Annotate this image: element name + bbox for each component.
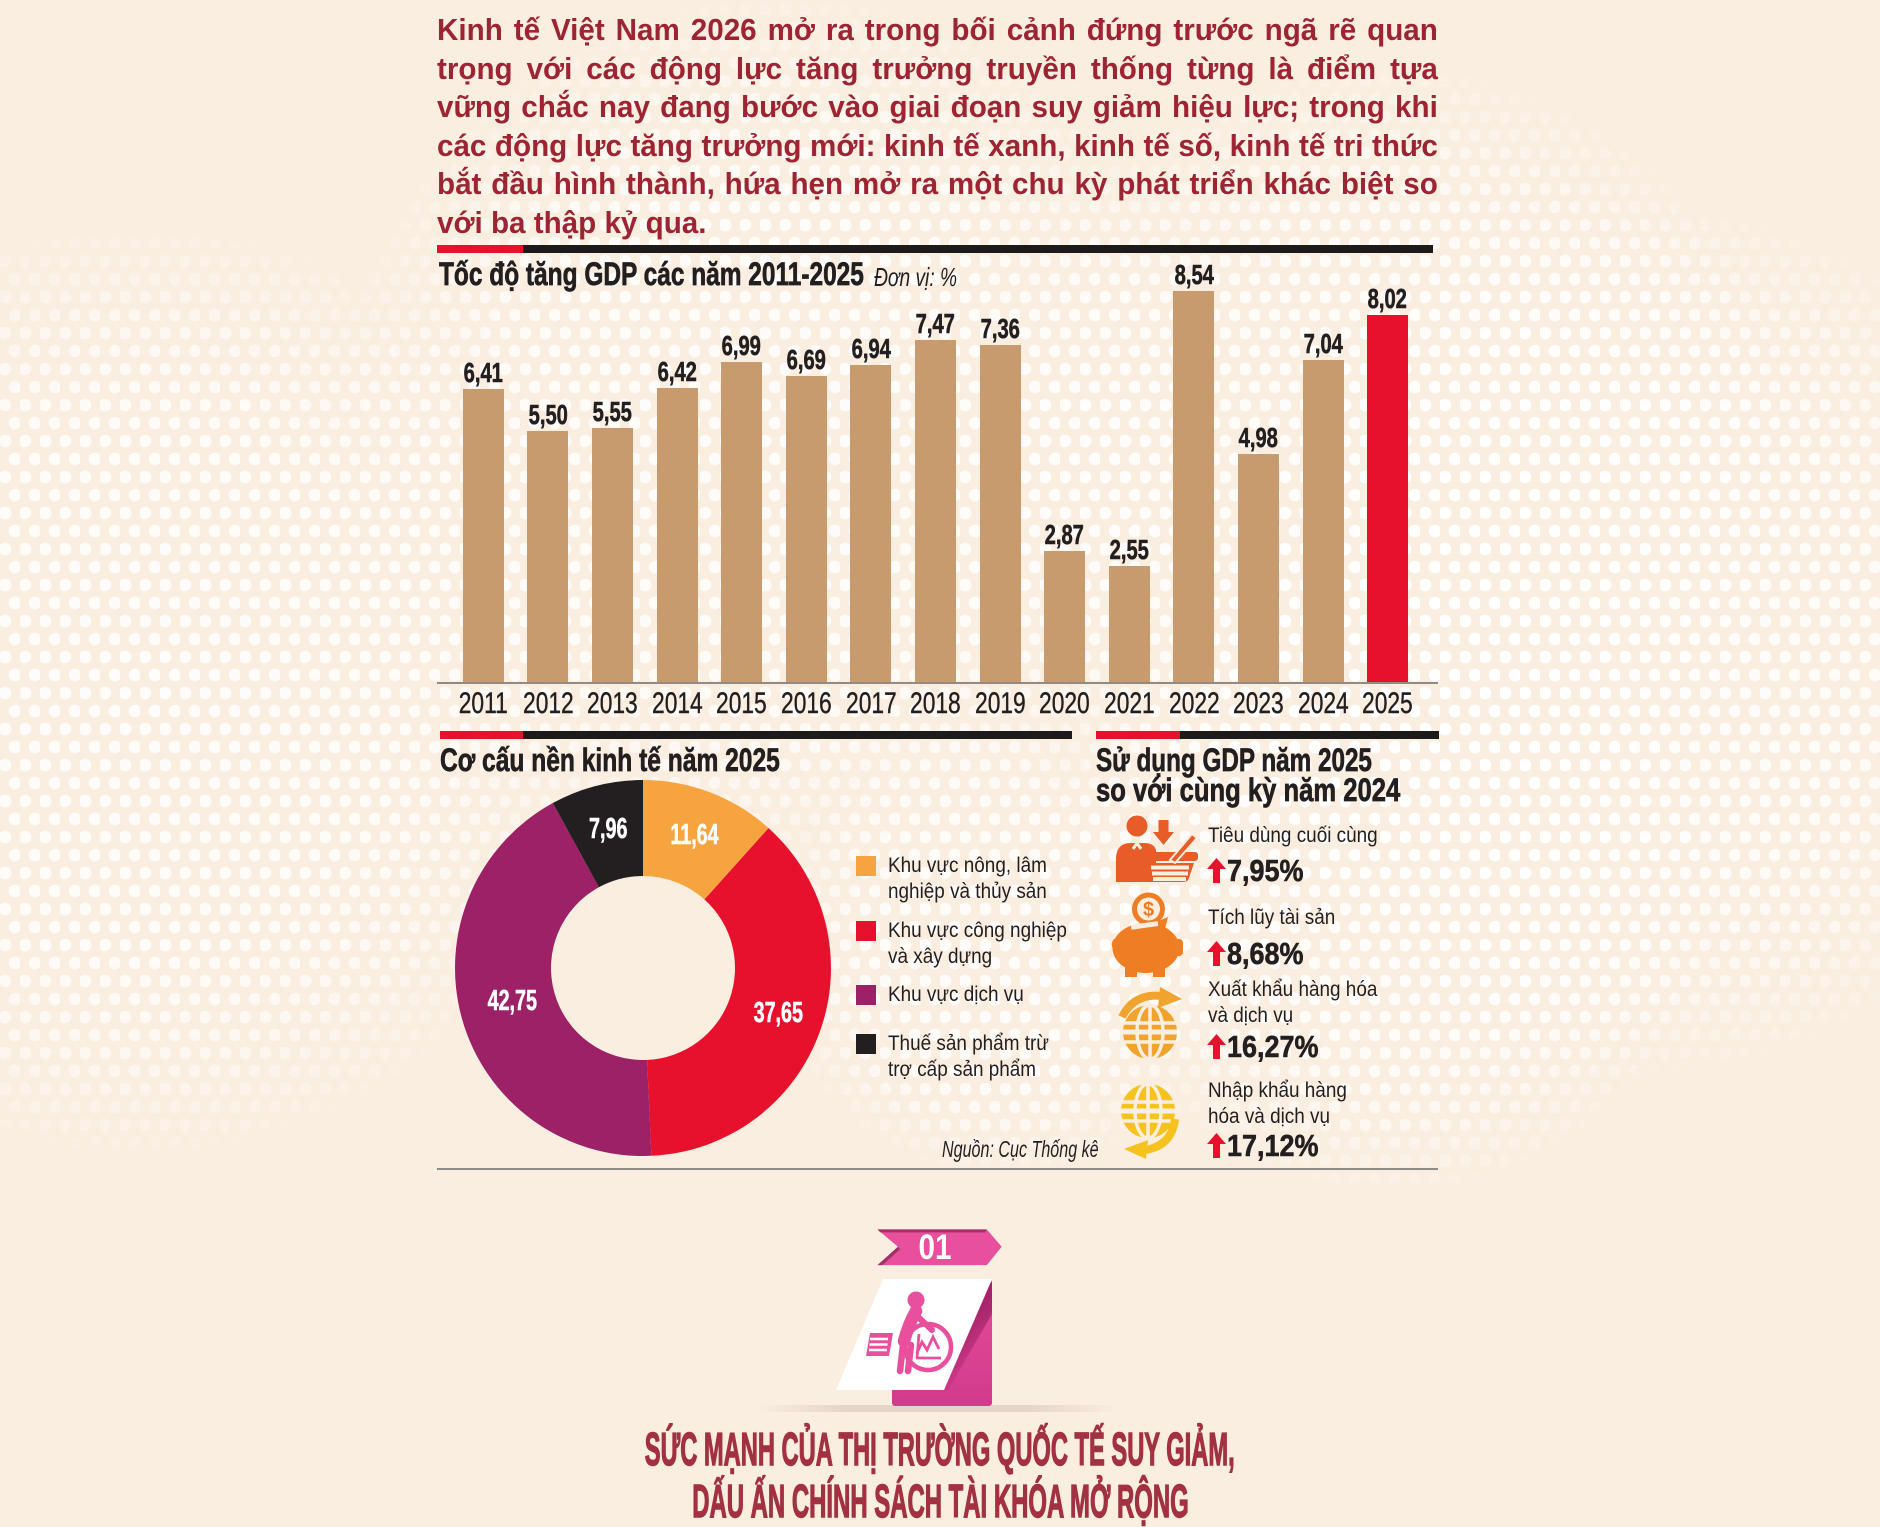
svg-text:01: 01: [919, 1228, 952, 1267]
svg-text:$: $: [1143, 899, 1154, 921]
